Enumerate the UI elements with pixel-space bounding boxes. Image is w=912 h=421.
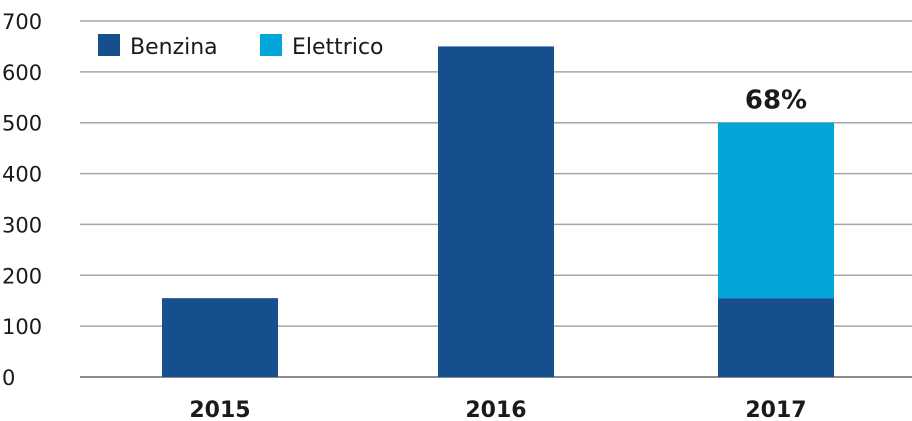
y-tick-label: 200 (2, 264, 42, 288)
annotations: 68% (745, 86, 807, 116)
annotation-label: 68% (745, 86, 807, 116)
y-tick-label: 100 (2, 315, 42, 339)
y-axis-tick-labels: 0 100 200 300 400 500 600 700 (2, 10, 42, 390)
bar-elettrico-2017 (718, 122, 834, 299)
y-tick-label: 500 (2, 112, 42, 136)
bars (162, 46, 834, 378)
legend-label-elettrico: Elettrico (292, 35, 384, 60)
y-tick-label: 0 (2, 366, 15, 390)
legend: Benzina Elettrico (98, 34, 384, 60)
y-tick-label: 400 (2, 163, 42, 187)
y-tick-label: 600 (2, 61, 42, 85)
x-axis-tick-labels: 2015 2016 2017 (189, 398, 806, 421)
legend-swatch-elettrico (260, 34, 282, 56)
legend-swatch-benzina (98, 34, 120, 56)
bar-benzina-2016 (438, 46, 554, 378)
y-tick-label: 700 (2, 10, 42, 34)
bar-benzina-2017 (718, 298, 834, 377)
x-tick-label: 2017 (745, 398, 806, 421)
legend-label-benzina: Benzina (130, 35, 218, 60)
bar-benzina-2015 (162, 298, 278, 377)
x-tick-label: 2016 (465, 398, 526, 421)
x-tick-label: 2015 (189, 398, 250, 421)
y-tick-label: 300 (2, 213, 42, 237)
